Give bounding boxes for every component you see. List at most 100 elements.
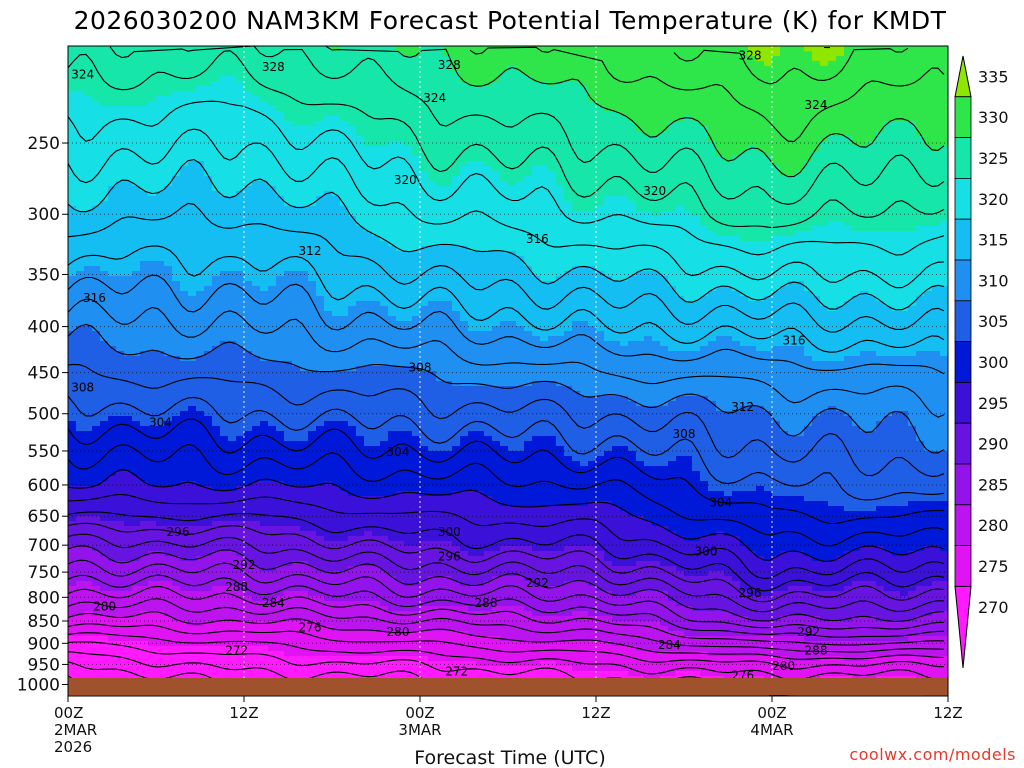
- field-cell: [148, 196, 157, 202]
- field-cell: [268, 261, 277, 267]
- field-cell: [324, 381, 333, 387]
- field-cell: [300, 376, 309, 382]
- field-cell: [212, 661, 221, 667]
- field-cell: [220, 611, 229, 617]
- field-cell: [252, 556, 261, 562]
- field-cell: [220, 81, 229, 87]
- field-cell: [180, 416, 189, 422]
- field-cell: [188, 466, 197, 472]
- field-cell: [284, 656, 293, 662]
- field-cell: [172, 441, 181, 447]
- field-cell: [284, 491, 293, 497]
- field-cell: [340, 56, 349, 62]
- field-cell: [276, 361, 285, 367]
- field-cell: [132, 196, 141, 202]
- field-cell: [116, 616, 125, 622]
- field-cell: [276, 596, 285, 602]
- field-cell: [164, 301, 173, 307]
- field-cell: [244, 281, 253, 287]
- field-cell: [172, 521, 181, 527]
- field-cell: [84, 316, 93, 322]
- field-cell: [268, 316, 277, 322]
- field-cell: [220, 606, 229, 612]
- field-cell: [188, 491, 197, 497]
- field-cell: [220, 556, 229, 562]
- field-cell: [252, 111, 261, 117]
- field-cell: [260, 536, 269, 542]
- field-cell: [356, 646, 365, 652]
- field-cell: [372, 51, 381, 57]
- field-cell: [252, 161, 261, 167]
- field-cell: [196, 181, 205, 187]
- field-cell: [108, 431, 117, 437]
- field-cell: [252, 346, 261, 352]
- field-cell: [196, 321, 205, 327]
- field-cell: [172, 181, 181, 187]
- field-cell: [188, 156, 197, 162]
- field-cell: [324, 481, 333, 487]
- field-cell: [68, 96, 77, 102]
- field-cell: [148, 576, 157, 582]
- field-cell: [236, 81, 245, 87]
- field-cell: [116, 171, 125, 177]
- field-cell: [300, 481, 309, 487]
- field-cell: [220, 356, 229, 362]
- field-cell: [276, 181, 285, 187]
- field-cell: [124, 306, 133, 312]
- field-cell: [316, 121, 325, 127]
- field-cell: [340, 506, 349, 512]
- field-cell: [228, 326, 237, 332]
- field-cell: [340, 301, 349, 307]
- field-cell: [316, 571, 325, 577]
- field-cell: [324, 261, 333, 267]
- field-cell: [220, 446, 229, 452]
- field-cell: [372, 81, 381, 87]
- field-cell: [156, 516, 165, 522]
- field-cell: [68, 136, 77, 142]
- field-cell: [284, 486, 293, 492]
- field-cell: [220, 371, 229, 377]
- field-cell: [220, 546, 229, 552]
- field-cell: [260, 396, 269, 402]
- field-cell: [204, 256, 213, 262]
- field-cell: [244, 336, 253, 342]
- field-cell: [68, 551, 77, 557]
- field-cell: [316, 461, 325, 467]
- field-cell: [204, 321, 213, 327]
- field-cell: [324, 61, 333, 67]
- field-cell: [164, 571, 173, 577]
- field-cell: [228, 661, 237, 667]
- field-cell: [364, 401, 373, 407]
- field-cell: [204, 291, 213, 297]
- field-cell: [180, 171, 189, 177]
- field-cell: [284, 616, 293, 622]
- field-cell: [100, 661, 109, 667]
- field-cell: [196, 241, 205, 247]
- field-cell: [172, 601, 181, 607]
- field-cell: [228, 421, 237, 427]
- field-cell: [180, 131, 189, 137]
- field-cell: [156, 391, 165, 397]
- field-cell: [68, 251, 77, 257]
- field-cell: [68, 166, 77, 172]
- field-cell: [356, 216, 365, 222]
- field-cell: [364, 226, 373, 232]
- field-cell: [316, 381, 325, 387]
- field-cell: [132, 421, 141, 427]
- field-cell: [260, 231, 269, 237]
- field-cell: [164, 251, 173, 257]
- field-cell: [348, 476, 357, 482]
- field-cell: [164, 396, 173, 402]
- field-cell: [228, 571, 237, 577]
- field-cell: [260, 321, 269, 327]
- field-cell: [340, 171, 349, 177]
- field-cell: [220, 261, 229, 267]
- field-cell: [268, 576, 277, 582]
- field-cell: [68, 66, 77, 72]
- field-cell: [156, 401, 165, 407]
- field-cell: [220, 481, 229, 487]
- field-cell: [196, 101, 205, 107]
- field-cell: [212, 76, 221, 82]
- field-cell: [204, 516, 213, 522]
- field-cell: [252, 626, 261, 632]
